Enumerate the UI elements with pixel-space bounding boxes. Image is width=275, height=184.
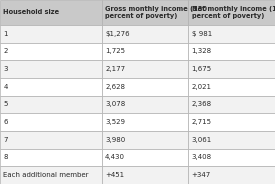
Text: 3,529: 3,529 bbox=[105, 119, 125, 125]
Bar bbox=[188, 60, 275, 78]
Text: 3,408: 3,408 bbox=[192, 155, 212, 160]
Text: +347: +347 bbox=[192, 172, 211, 178]
Text: 3,078: 3,078 bbox=[105, 101, 125, 107]
Bar bbox=[0, 95, 102, 113]
Bar bbox=[0, 43, 102, 60]
Text: Gross monthly income (130
percent of poverty): Gross monthly income (130 percent of pov… bbox=[105, 6, 207, 19]
Text: Each additional member: Each additional member bbox=[3, 172, 89, 178]
Bar bbox=[188, 0, 275, 25]
Text: 2,368: 2,368 bbox=[192, 101, 212, 107]
Bar bbox=[188, 25, 275, 43]
Bar bbox=[188, 43, 275, 60]
Bar bbox=[188, 113, 275, 131]
Text: 5: 5 bbox=[3, 101, 8, 107]
Bar bbox=[102, 0, 188, 25]
Text: 2,021: 2,021 bbox=[192, 84, 212, 90]
Bar bbox=[0, 131, 102, 149]
Text: 2: 2 bbox=[3, 48, 8, 54]
Text: 1,328: 1,328 bbox=[192, 48, 212, 54]
Text: Household size: Household size bbox=[3, 9, 59, 15]
Text: 4: 4 bbox=[3, 84, 8, 90]
Text: $1,276: $1,276 bbox=[105, 31, 130, 37]
Text: 2,628: 2,628 bbox=[105, 84, 125, 90]
Bar bbox=[102, 149, 188, 166]
Bar bbox=[0, 25, 102, 43]
Text: $ 981: $ 981 bbox=[192, 31, 212, 37]
Text: 8: 8 bbox=[3, 155, 8, 160]
Bar bbox=[102, 131, 188, 149]
Text: 2,715: 2,715 bbox=[192, 119, 212, 125]
Bar bbox=[0, 0, 102, 25]
Text: Net monthly income (100
percent of poverty): Net monthly income (100 percent of pover… bbox=[192, 6, 275, 19]
Text: 1: 1 bbox=[3, 31, 8, 37]
Bar bbox=[0, 60, 102, 78]
Text: 1,675: 1,675 bbox=[192, 66, 212, 72]
Bar bbox=[102, 25, 188, 43]
Text: 2,177: 2,177 bbox=[105, 66, 125, 72]
Bar bbox=[0, 78, 102, 95]
Text: +451: +451 bbox=[105, 172, 124, 178]
Bar bbox=[188, 166, 275, 184]
Bar bbox=[102, 166, 188, 184]
Bar bbox=[188, 95, 275, 113]
Bar bbox=[102, 78, 188, 95]
Bar bbox=[188, 149, 275, 166]
Bar bbox=[102, 95, 188, 113]
Text: 3,980: 3,980 bbox=[105, 137, 125, 143]
Bar bbox=[0, 113, 102, 131]
Bar bbox=[0, 149, 102, 166]
Bar bbox=[188, 78, 275, 95]
Text: 3: 3 bbox=[3, 66, 8, 72]
Bar bbox=[102, 113, 188, 131]
Bar bbox=[102, 60, 188, 78]
Text: 6: 6 bbox=[3, 119, 8, 125]
Text: 1,725: 1,725 bbox=[105, 48, 125, 54]
Text: 7: 7 bbox=[3, 137, 8, 143]
Bar bbox=[188, 131, 275, 149]
Bar bbox=[0, 166, 102, 184]
Bar bbox=[102, 43, 188, 60]
Text: 4,430: 4,430 bbox=[105, 155, 125, 160]
Text: 3,061: 3,061 bbox=[192, 137, 212, 143]
